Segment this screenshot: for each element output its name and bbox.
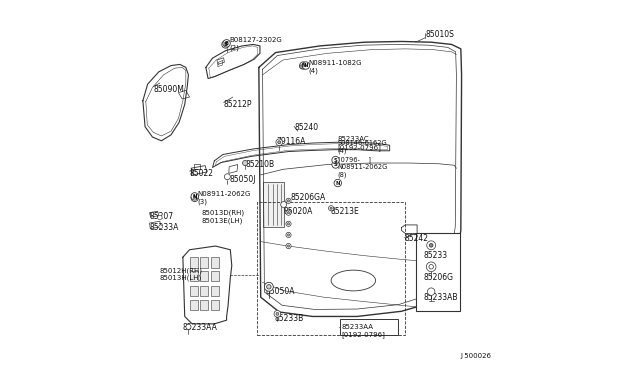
Circle shape — [276, 312, 279, 315]
Text: 85210B: 85210B — [246, 160, 275, 169]
Circle shape — [300, 62, 307, 69]
Circle shape — [276, 139, 283, 145]
Circle shape — [191, 194, 198, 202]
Text: 79116A: 79116A — [276, 137, 306, 146]
Bar — [200, 286, 208, 296]
Circle shape — [429, 264, 433, 269]
Bar — [200, 300, 208, 310]
Circle shape — [334, 179, 342, 187]
Circle shape — [286, 232, 291, 237]
Circle shape — [427, 241, 436, 250]
Text: 85233B: 85233B — [275, 314, 304, 323]
Text: 85050J: 85050J — [229, 175, 256, 184]
Circle shape — [426, 262, 436, 272]
Circle shape — [286, 243, 291, 248]
Text: 85233: 85233 — [423, 251, 447, 260]
Polygon shape — [420, 242, 432, 251]
Text: 85020A: 85020A — [284, 207, 313, 216]
Circle shape — [330, 207, 332, 209]
Circle shape — [243, 160, 248, 166]
Bar — [262, 182, 284, 227]
Circle shape — [159, 225, 163, 229]
Circle shape — [281, 202, 287, 208]
Text: 85233AA
[0192-0796]: 85233AA [0192-0796] — [342, 324, 385, 339]
Bar — [189, 257, 198, 267]
Circle shape — [287, 223, 290, 225]
Circle shape — [287, 200, 290, 202]
Circle shape — [332, 156, 339, 164]
Circle shape — [274, 311, 281, 317]
Text: S: S — [333, 162, 337, 167]
Circle shape — [191, 193, 198, 200]
Circle shape — [223, 39, 230, 47]
Bar — [211, 286, 219, 296]
Circle shape — [186, 324, 191, 330]
Circle shape — [287, 245, 290, 247]
Text: 85233AB: 85233AB — [423, 293, 458, 302]
Text: N: N — [335, 180, 340, 186]
Text: 85010S: 85010S — [425, 30, 454, 39]
Text: B08127-2302G
(2): B08127-2302G (2) — [229, 38, 282, 51]
Bar — [200, 257, 208, 267]
Text: J 500026: J 500026 — [461, 353, 492, 359]
Bar — [211, 271, 219, 281]
Text: 85090M: 85090M — [153, 85, 184, 94]
Bar — [417, 234, 460, 311]
Bar — [189, 271, 198, 281]
Text: 85242: 85242 — [404, 234, 429, 243]
Text: N08911-1082G
(4): N08911-1082G (4) — [308, 60, 362, 74]
Bar — [189, 286, 198, 296]
Text: 85013H(LH): 85013H(LH) — [160, 275, 202, 281]
Circle shape — [286, 210, 291, 215]
Text: N08911-2062G
(3): N08911-2062G (3) — [197, 191, 250, 205]
Text: B: B — [225, 41, 228, 46]
Circle shape — [222, 41, 229, 48]
Text: 85013D(RH)
85013E(LH): 85013D(RH) 85013E(LH) — [202, 209, 244, 224]
Bar — [257, 202, 405, 335]
Text: 85212P: 85212P — [223, 100, 252, 109]
Circle shape — [264, 282, 273, 291]
Text: S08146-6162G
(4)
[0796-    ]
N08911-2062G
(8): S08146-6162G (4) [0796- ] N08911-2062G (… — [338, 141, 388, 178]
Text: 85240: 85240 — [294, 123, 318, 132]
Circle shape — [332, 161, 339, 168]
Text: B: B — [223, 42, 227, 47]
Text: 85207: 85207 — [150, 212, 173, 221]
Text: N: N — [193, 195, 197, 201]
Circle shape — [287, 212, 290, 214]
Text: 85050A: 85050A — [265, 287, 294, 296]
Text: 85206G: 85206G — [423, 273, 453, 282]
Circle shape — [429, 243, 433, 247]
Circle shape — [300, 65, 303, 68]
Circle shape — [225, 174, 230, 180]
Circle shape — [286, 198, 291, 203]
Circle shape — [267, 285, 271, 289]
Text: 85213E: 85213E — [330, 208, 359, 217]
Text: 85012H(RH): 85012H(RH) — [160, 268, 203, 275]
Bar — [211, 257, 219, 267]
Text: 85233AA: 85233AA — [183, 323, 218, 332]
Text: 85022: 85022 — [189, 169, 214, 177]
Circle shape — [287, 234, 290, 236]
Circle shape — [157, 215, 162, 220]
Circle shape — [286, 221, 291, 227]
Bar — [211, 300, 219, 310]
Ellipse shape — [331, 270, 376, 291]
Bar — [200, 271, 208, 281]
Text: 85233AC
[0192-0796]: 85233AC [0192-0796] — [338, 136, 381, 151]
Circle shape — [428, 288, 435, 295]
Circle shape — [302, 62, 310, 69]
Text: S: S — [333, 158, 337, 163]
Text: 85206GA: 85206GA — [291, 193, 326, 202]
Circle shape — [328, 206, 333, 211]
Text: N: N — [193, 194, 197, 199]
Bar — [189, 300, 198, 310]
Circle shape — [278, 141, 281, 144]
Text: N: N — [301, 63, 305, 68]
Bar — [340, 320, 398, 335]
Text: N: N — [303, 63, 308, 68]
Text: 85233A: 85233A — [150, 223, 179, 232]
